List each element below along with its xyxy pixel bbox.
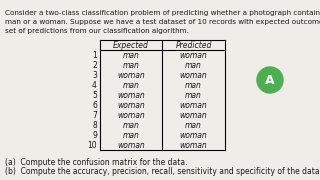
Circle shape — [257, 67, 283, 93]
Text: (b)  Compute the accuracy, precision, recall, sensitivity and specificity of the: (b) Compute the accuracy, precision, rec… — [5, 167, 320, 176]
Text: woman: woman — [180, 141, 207, 150]
Text: Expected: Expected — [113, 40, 149, 50]
Text: woman: woman — [180, 130, 207, 140]
Text: woman: woman — [180, 51, 207, 60]
Text: man: man — [123, 120, 140, 129]
Text: woman: woman — [117, 91, 145, 100]
Text: woman: woman — [117, 141, 145, 150]
Text: woman: woman — [180, 71, 207, 80]
Text: (a)  Compute the confusion matrix for the data.: (a) Compute the confusion matrix for the… — [5, 158, 188, 167]
Text: woman: woman — [180, 100, 207, 109]
Text: man: man — [185, 91, 202, 100]
Text: man: man — [123, 51, 140, 60]
Text: Consider a two-class classification problem of predicting whether a photograph c: Consider a two-class classification prob… — [5, 10, 320, 16]
Text: man: man — [185, 120, 202, 129]
Text: man: man — [123, 130, 140, 140]
Text: man: man — [123, 80, 140, 89]
Text: woman: woman — [180, 111, 207, 120]
Text: Predicted: Predicted — [175, 40, 212, 50]
Text: 5: 5 — [92, 91, 97, 100]
Text: man: man — [123, 60, 140, 69]
Text: set of predictions from our classification algorithm.: set of predictions from our classificati… — [5, 28, 189, 34]
Text: 9: 9 — [92, 130, 97, 140]
Text: 1: 1 — [92, 51, 97, 60]
Text: 3: 3 — [92, 71, 97, 80]
Text: woman: woman — [117, 100, 145, 109]
Text: 4: 4 — [92, 80, 97, 89]
Text: 2: 2 — [92, 60, 97, 69]
Text: 6: 6 — [92, 100, 97, 109]
Text: 8: 8 — [92, 120, 97, 129]
Text: man: man — [185, 80, 202, 89]
Text: woman: woman — [117, 71, 145, 80]
Text: 7: 7 — [92, 111, 97, 120]
Text: woman: woman — [117, 111, 145, 120]
Text: man: man — [185, 60, 202, 69]
Text: 10: 10 — [87, 141, 97, 150]
Text: A: A — [265, 73, 275, 87]
Text: man or a woman. Suppose we have a test dataset of 10 records with expected outco: man or a woman. Suppose we have a test d… — [5, 19, 320, 25]
